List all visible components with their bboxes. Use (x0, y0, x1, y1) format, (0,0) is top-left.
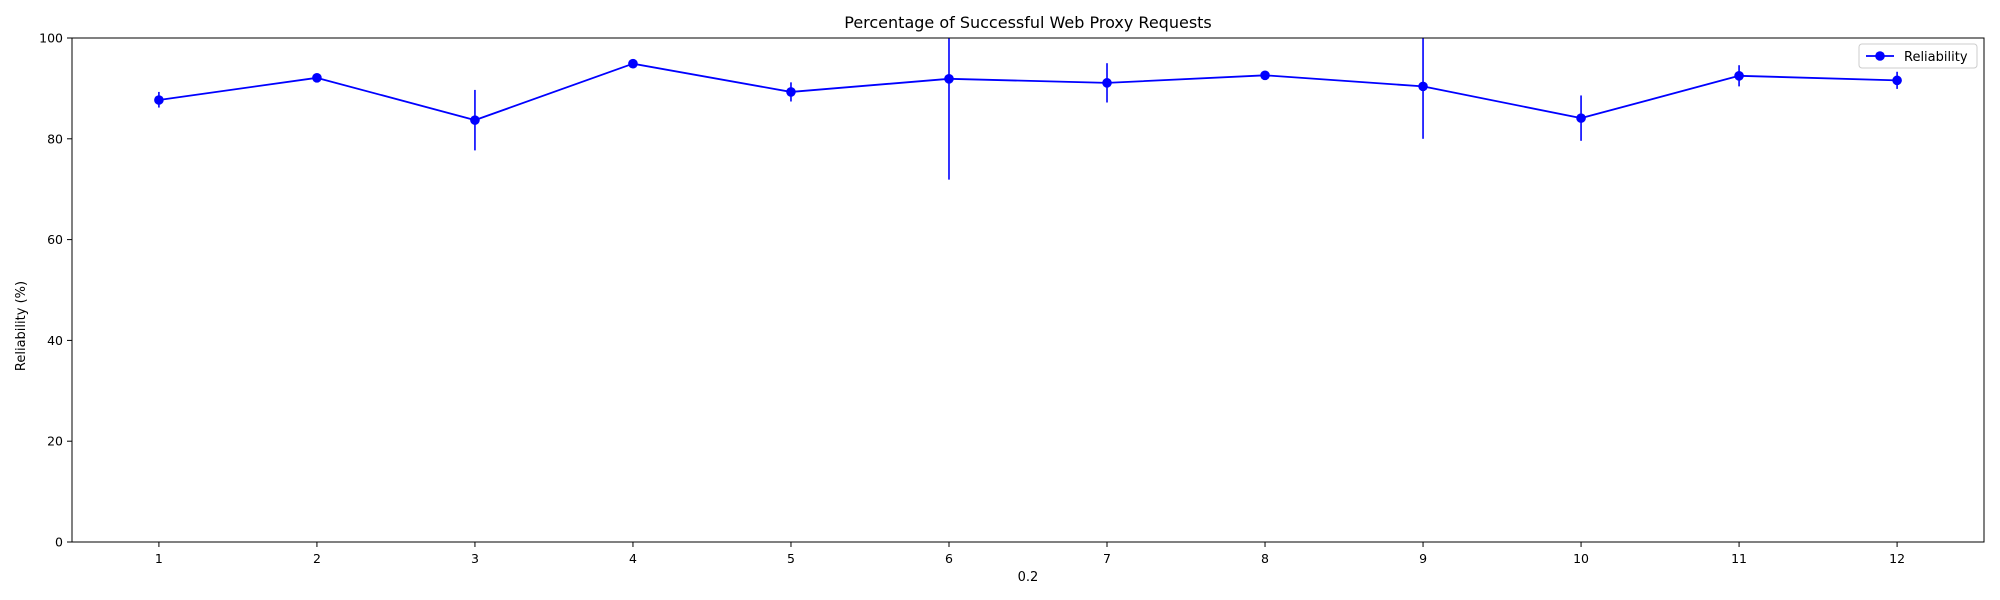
marker-layer (154, 58, 1902, 125)
legend: Reliability (1858, 43, 1978, 69)
series-line-reliability (158, 62, 1898, 122)
y-tick-label: 0 (55, 535, 63, 550)
y-tick-label: 80 (47, 131, 63, 146)
x-tick-label: 2 (313, 551, 321, 566)
legend-entry-reliability: Reliability (1904, 50, 1968, 65)
y-tick-label: 20 (47, 434, 63, 449)
x-tick-label: 8 (1261, 551, 1269, 566)
data-point (944, 74, 954, 84)
data-point (470, 115, 480, 125)
data-point (1260, 70, 1270, 81)
data-point (786, 87, 796, 97)
x-tick-label: 12 (1889, 551, 1905, 566)
x-tick-label: 10 (1573, 551, 1589, 566)
x-tick-label: 1 (155, 551, 163, 566)
data-point (628, 58, 638, 69)
data-point (1892, 75, 1902, 86)
x-axis-label: 0.2 (1018, 570, 1039, 585)
y-tick-label: 60 (47, 232, 63, 247)
x-tick-label: 3 (471, 551, 479, 566)
data-point (312, 73, 322, 83)
y-tick-label: 100 (39, 31, 63, 46)
series-line-layer (158, 62, 1898, 122)
plot-frame (71, 37, 1985, 543)
x-tick-label: 11 (1731, 551, 1747, 566)
x-tick-label: 7 (1103, 551, 1111, 566)
data-point (1576, 113, 1586, 123)
y-axis-label: Reliability (%) (14, 281, 29, 371)
data-point (1418, 81, 1428, 92)
y-tick-label: 40 (47, 333, 63, 348)
x-tick-label: 9 (1419, 551, 1427, 566)
x-tick-label: 6 (945, 551, 953, 566)
legend-marker-swatch (1875, 51, 1885, 61)
data-point (1734, 71, 1744, 81)
data-point (1102, 78, 1112, 88)
x-tick-label: 5 (787, 551, 795, 566)
data-point (154, 95, 164, 105)
x-tick-label: 4 (629, 551, 637, 566)
legend-box (1858, 43, 1978, 69)
chart-title: Percentage of Successful Web Proxy Reque… (844, 13, 1212, 32)
